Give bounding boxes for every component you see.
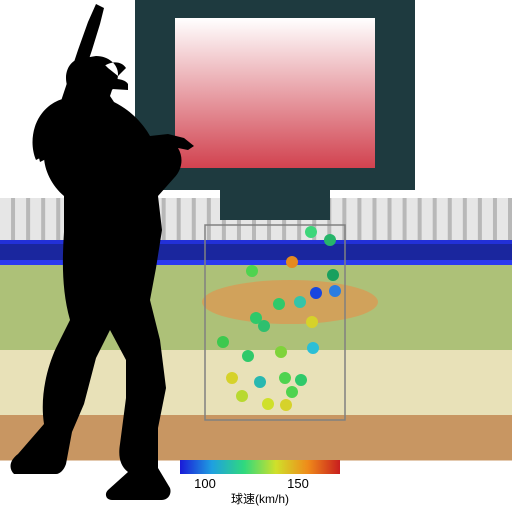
pitch-point <box>306 316 318 328</box>
infield-dirt <box>0 415 512 463</box>
pitch-point <box>254 376 266 388</box>
pitch-point <box>286 256 298 268</box>
pitch-location-chart: 100 150球速(km/h) <box>0 0 512 512</box>
pitch-point <box>329 285 341 297</box>
pitch-point <box>279 372 291 384</box>
colorbar-tick: 150 <box>287 476 309 491</box>
pitch-point <box>294 296 306 308</box>
pitchers-mound <box>202 280 378 324</box>
pitch-point <box>295 374 307 386</box>
colorbar-tick: 100 <box>194 476 216 491</box>
pitch-point <box>327 269 339 281</box>
pitch-point <box>286 386 298 398</box>
pitch-point <box>275 346 287 358</box>
pitch-point <box>307 342 319 354</box>
pitch-point <box>305 226 317 238</box>
pitch-point <box>236 390 248 402</box>
colorbar-axis-label: 球速(km/h) <box>231 492 289 506</box>
pitch-point <box>310 287 322 299</box>
colorbar <box>180 460 340 474</box>
pitch-point <box>262 398 274 410</box>
pitch-point <box>217 336 229 348</box>
pitch-point <box>250 312 262 324</box>
pitch-point <box>226 372 238 384</box>
chart-svg: 100 150球速(km/h) <box>0 0 512 512</box>
pitch-point <box>242 350 254 362</box>
pitch-point <box>273 298 285 310</box>
pitch-point <box>246 265 258 277</box>
pitch-point <box>280 399 292 411</box>
pitch-point <box>324 234 336 246</box>
scoreboard-screen <box>175 18 375 168</box>
